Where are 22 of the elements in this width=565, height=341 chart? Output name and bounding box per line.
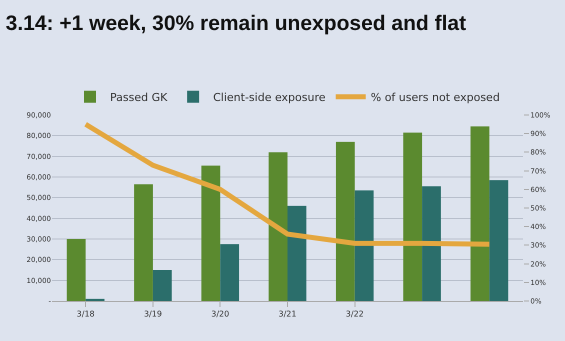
legend-label: Client-side exposure (213, 91, 326, 104)
bar (66, 239, 86, 301)
bar (201, 166, 220, 301)
x-tick-label: 3/18 (76, 310, 95, 319)
x-tick-label: 3/19 (144, 310, 162, 319)
legend-label: Passed GK (110, 91, 168, 104)
legend-label: % of users not exposed (370, 91, 500, 104)
bar (354, 190, 374, 301)
bar (336, 142, 355, 301)
x-tick-label: 3/20 (211, 310, 230, 319)
bar (268, 152, 288, 301)
bar (403, 132, 422, 301)
bar (470, 126, 490, 301)
chart-title: 3.14: +1 week, 30% remain unexposed and flat (6, 12, 466, 36)
bar (152, 270, 172, 301)
bar (220, 244, 240, 301)
bar (422, 186, 441, 301)
bar (288, 206, 306, 301)
bar (489, 180, 508, 301)
x-tick-label: 3/22 (346, 310, 364, 319)
bar (134, 184, 153, 301)
x-tick-label: 3/21 (278, 310, 296, 319)
